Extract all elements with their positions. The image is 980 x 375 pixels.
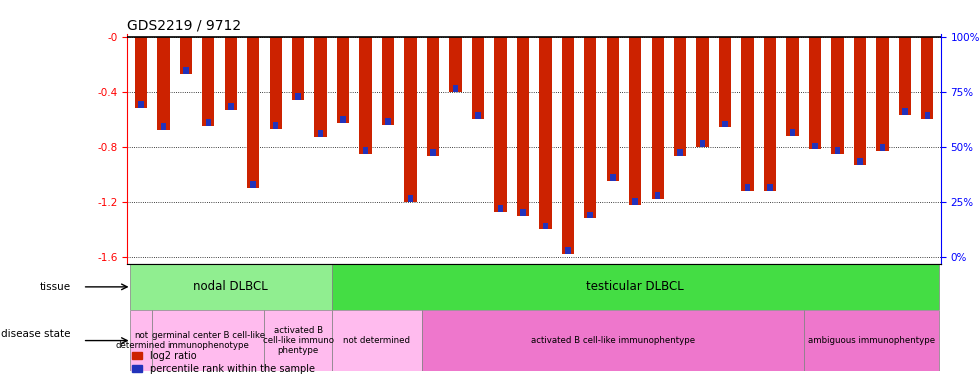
- Bar: [157, 36, 170, 130]
- Text: GDS2219 / 9712: GDS2219 / 9712: [127, 19, 241, 33]
- Bar: [337, 36, 349, 123]
- Bar: [228, 103, 233, 110]
- Bar: [360, 36, 371, 154]
- Bar: [295, 93, 301, 100]
- Bar: [632, 198, 638, 205]
- Bar: [206, 119, 211, 126]
- Bar: [587, 211, 593, 218]
- Bar: [332, 264, 939, 310]
- Bar: [610, 174, 615, 181]
- Bar: [854, 36, 866, 165]
- Bar: [161, 123, 167, 130]
- Bar: [539, 36, 552, 230]
- Bar: [655, 192, 661, 199]
- Bar: [138, 101, 144, 108]
- Bar: [831, 36, 844, 154]
- Bar: [858, 158, 862, 165]
- Bar: [427, 36, 439, 156]
- Bar: [449, 36, 462, 92]
- Bar: [498, 205, 503, 212]
- Bar: [921, 36, 934, 119]
- Bar: [129, 264, 332, 310]
- Bar: [179, 36, 192, 74]
- Bar: [629, 36, 641, 205]
- Bar: [405, 36, 416, 202]
- Bar: [880, 144, 885, 151]
- Bar: [607, 36, 619, 181]
- Bar: [251, 181, 256, 188]
- Bar: [292, 36, 305, 100]
- Bar: [134, 36, 147, 108]
- Bar: [722, 120, 728, 128]
- Bar: [520, 209, 525, 216]
- Text: ambiguous immunophentype: ambiguous immunophentype: [808, 336, 935, 345]
- Bar: [453, 85, 459, 92]
- Bar: [565, 248, 570, 254]
- Text: activated B cell-like immunophentype: activated B cell-like immunophentype: [531, 336, 695, 345]
- Bar: [812, 142, 817, 150]
- Bar: [719, 36, 731, 128]
- Text: germinal center B cell-like
immunophenotype: germinal center B cell-like immunophenot…: [152, 331, 265, 350]
- Bar: [742, 36, 754, 191]
- Text: activated B
cell-like immuno
phentype: activated B cell-like immuno phentype: [263, 326, 333, 356]
- Bar: [475, 112, 481, 119]
- Bar: [408, 195, 414, 202]
- Bar: [382, 36, 394, 125]
- Bar: [129, 310, 152, 371]
- Bar: [876, 36, 889, 151]
- Bar: [272, 122, 278, 129]
- Bar: [494, 36, 507, 212]
- Bar: [421, 310, 804, 371]
- Bar: [332, 310, 421, 371]
- Legend: log2 ratio, percentile rank within the sample: log2 ratio, percentile rank within the s…: [132, 351, 315, 374]
- Bar: [562, 36, 574, 254]
- Bar: [270, 36, 282, 129]
- Bar: [767, 184, 773, 191]
- Bar: [183, 67, 188, 74]
- Bar: [745, 184, 751, 191]
- Bar: [430, 150, 436, 156]
- Text: tissue: tissue: [39, 282, 71, 292]
- Bar: [808, 36, 821, 150]
- Bar: [697, 36, 709, 147]
- Bar: [790, 129, 796, 136]
- Text: not
determined: not determined: [116, 331, 166, 350]
- Bar: [247, 36, 260, 188]
- Bar: [315, 36, 326, 137]
- Text: nodal DLBCL: nodal DLBCL: [193, 280, 269, 293]
- Bar: [835, 147, 840, 154]
- Bar: [902, 108, 907, 115]
- Bar: [318, 130, 323, 137]
- Bar: [265, 310, 332, 371]
- Bar: [152, 310, 265, 371]
- Bar: [340, 116, 346, 123]
- Bar: [224, 36, 237, 109]
- Bar: [584, 36, 597, 218]
- Bar: [899, 36, 911, 115]
- Bar: [652, 36, 663, 199]
- Bar: [543, 222, 548, 230]
- Bar: [385, 118, 391, 125]
- Bar: [677, 150, 683, 156]
- Bar: [202, 36, 215, 126]
- Text: testicular DLBCL: testicular DLBCL: [586, 280, 684, 293]
- Bar: [804, 310, 939, 371]
- Bar: [363, 147, 368, 154]
- Bar: [700, 140, 706, 147]
- Bar: [924, 112, 930, 119]
- Bar: [674, 36, 686, 156]
- Bar: [516, 36, 529, 216]
- Text: disease state: disease state: [1, 329, 71, 339]
- Bar: [786, 36, 799, 136]
- Bar: [471, 36, 484, 119]
- Text: not determined: not determined: [343, 336, 411, 345]
- Bar: [763, 36, 776, 191]
